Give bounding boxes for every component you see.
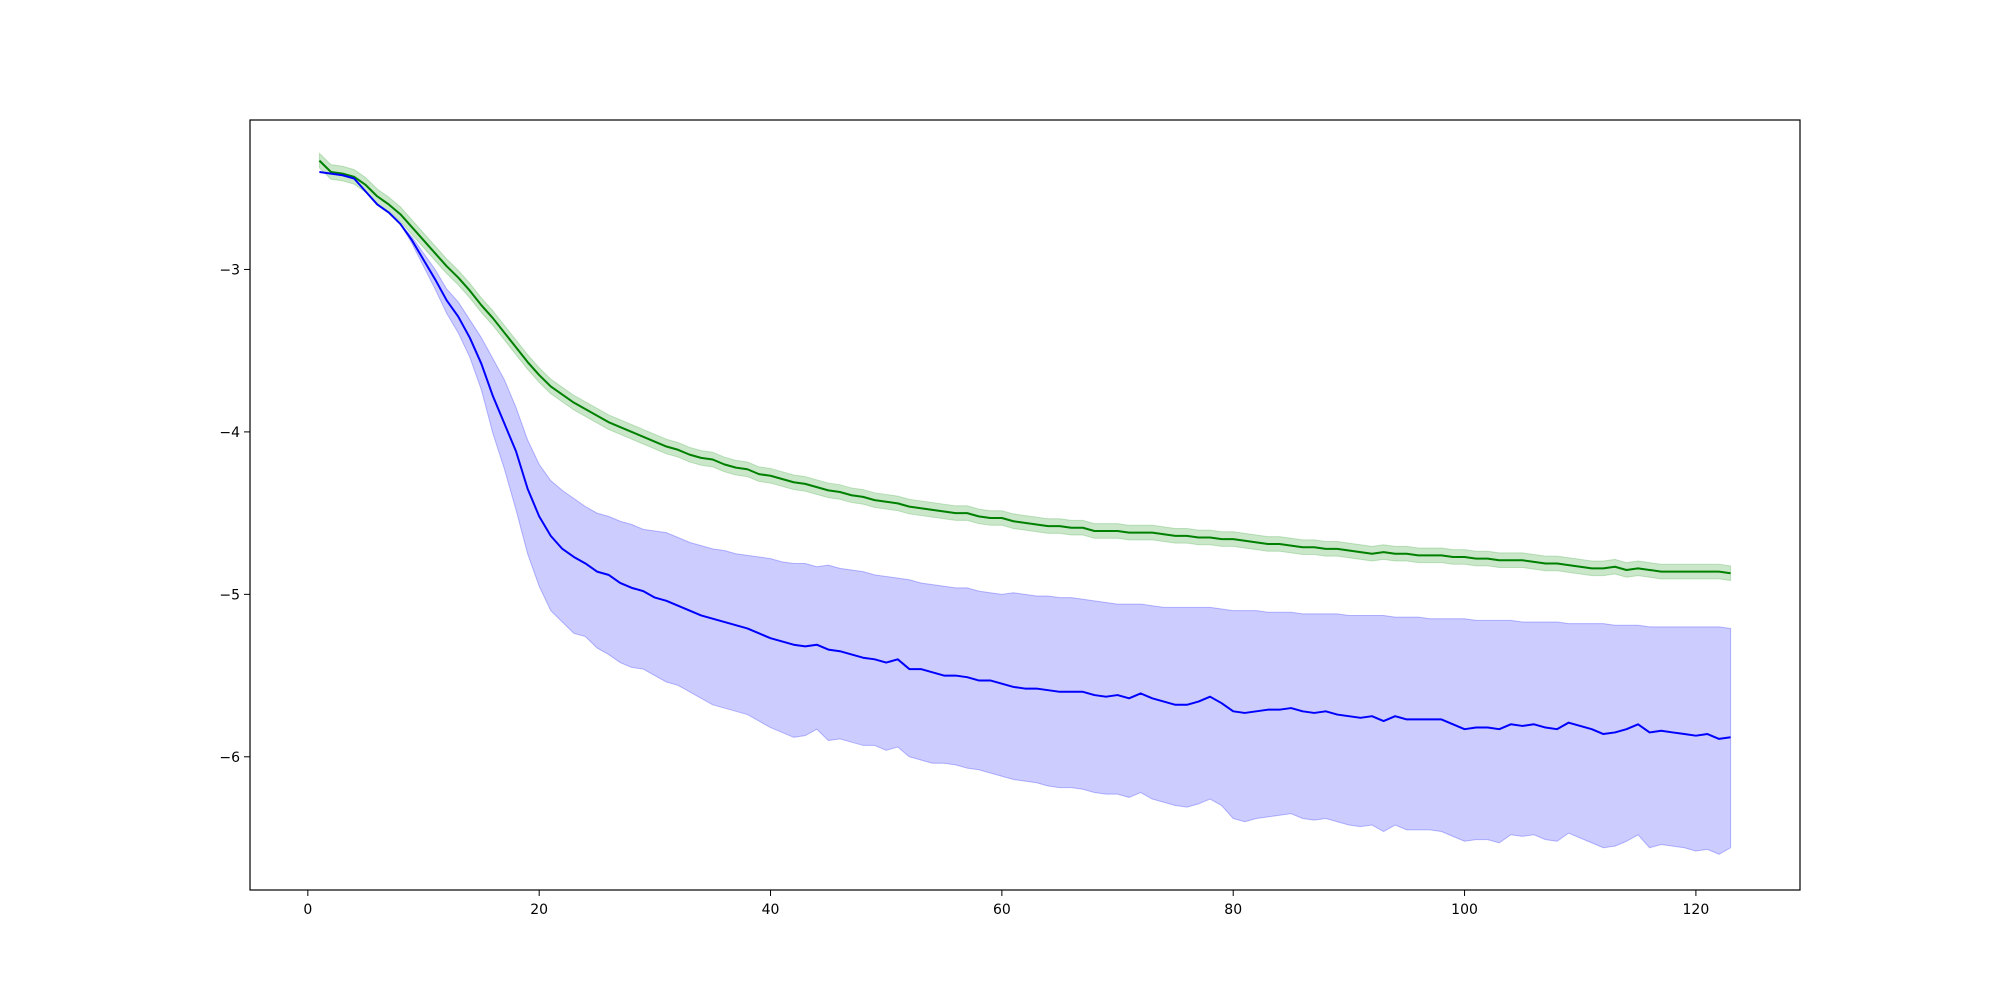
x-tick-label: 60 (993, 902, 1011, 918)
x-tick-label: 40 (762, 902, 780, 918)
y-axis: −3 −4 −5 −6 (219, 262, 250, 766)
x-tick-label: 100 (1451, 902, 1478, 918)
plot-frame (249, 119, 1801, 891)
x-axis: 0 20 40 60 80 100 120 (303, 890, 1709, 918)
x-tick-label: 120 (1683, 902, 1710, 918)
series-1-line (318, 159, 1731, 575)
x-tick-label: 80 (1224, 902, 1242, 918)
y-tick-label: −5 (219, 587, 240, 603)
x-tick-label: 20 (530, 902, 548, 918)
y-tick-label: −6 (219, 750, 240, 766)
x-tick-label: 0 (303, 902, 312, 918)
y-tick-label: −4 (219, 425, 240, 441)
series-2-line (319, 170, 1731, 740)
y-tick-label: −3 (219, 262, 240, 278)
series-1-band (318, 152, 1732, 582)
series-lines (318, 159, 1731, 740)
